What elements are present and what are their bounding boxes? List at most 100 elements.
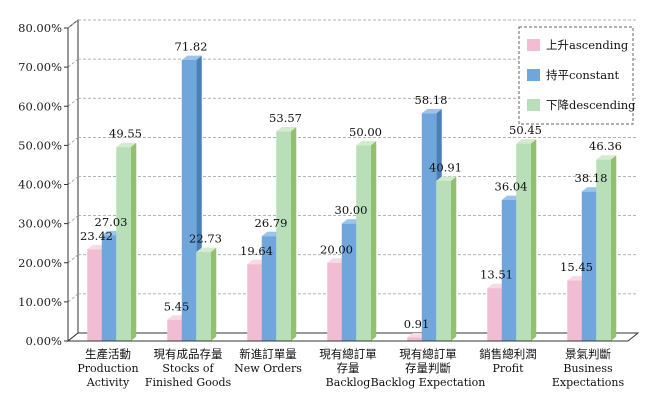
x-tick-label-en: Expectations [552, 376, 625, 389]
bar-front [181, 60, 197, 342]
x-tick-label-zh: 新進訂單量 [239, 347, 297, 361]
x-tick-label-en: Backlog [326, 376, 371, 389]
bar-top [516, 139, 537, 144]
legend-item: 持平constant [527, 68, 620, 82]
legend-item: 下降descending [527, 98, 636, 112]
bar-front [276, 131, 291, 341]
x-tick-label-zh: 現有成品存量 [154, 347, 223, 361]
bar-front [327, 262, 342, 341]
bar-value-label: 38.18 [575, 171, 608, 185]
legend-swatch [527, 99, 540, 111]
bar-value-label: 15.45 [560, 260, 593, 274]
bar-side [130, 142, 137, 341]
bar-value-label: 49.55 [109, 127, 142, 141]
bar-front [196, 252, 211, 341]
bar-value-label: 27.03 [95, 215, 128, 229]
x-tick-label-en: Stocks of [162, 362, 214, 375]
bar-top [356, 140, 377, 146]
bar [516, 139, 537, 341]
bar-front [116, 147, 131, 341]
bar-value-label: 58.18 [415, 93, 448, 107]
bar-value-label: 53.57 [269, 111, 302, 125]
x-tick-label-en: Finished Goods [145, 376, 232, 389]
bar [116, 142, 137, 341]
bar-front [581, 191, 597, 341]
gridline-diag [67, 19, 79, 29]
bar-value-label: 13.51 [480, 268, 513, 282]
bar-front [596, 159, 611, 341]
bar-top [196, 247, 217, 253]
bar-value-label: 50.00 [349, 125, 382, 139]
y-tick-label: 50.00% [18, 138, 62, 152]
bar-side [530, 139, 537, 341]
y-tick-label: 70.00% [18, 60, 62, 74]
x-tick-label-en: Business [563, 362, 613, 375]
bar-front [501, 199, 517, 341]
bar-value-label: 30.00 [335, 203, 368, 217]
bar-value-label: 22.73 [189, 232, 222, 246]
bar-front [356, 145, 371, 341]
gridline-diag [67, 215, 79, 224]
gridline-diag [67, 97, 79, 107]
legend-label: 下降descending [546, 98, 636, 112]
x-tick-label-en: Activity [86, 376, 130, 389]
bar-front [87, 249, 102, 341]
y-tick-label: 60.00% [18, 99, 62, 113]
bar-value-label: 19.64 [240, 244, 273, 258]
y-axis: 0.00% 10.00% 20.00% 30.00% 40.00% 50.00% 60.00… [18, 21, 69, 348]
x-tick-label-zh: 現有總訂單 [399, 347, 457, 361]
bar-top [276, 127, 297, 132]
gridline-diag [67, 254, 79, 264]
bar-front [167, 319, 182, 341]
y-tick-label: 80.00% [18, 21, 62, 35]
bar-side [610, 155, 617, 341]
legend-swatch [527, 69, 540, 81]
x-tick-label-zh: 生產活動 [85, 347, 131, 361]
bar-side [450, 176, 457, 341]
bar-value-label: 50.45 [509, 123, 542, 137]
gridline-diag [67, 176, 79, 185]
bar-side [290, 127, 297, 341]
x-tick-label-en: Production [77, 362, 138, 375]
bar-value-label: 20.00 [320, 242, 353, 256]
bar [356, 140, 377, 341]
x-tick-label-en: New Orders [234, 362, 302, 375]
bar-front [341, 223, 357, 341]
x-tick-label-zh: 銷售總利潤 [479, 347, 537, 361]
x-tick-label-zh: 現有總訂單 [319, 347, 377, 361]
bar-value-label: 40.91 [429, 161, 462, 175]
bar-value-label: 26.79 [255, 216, 288, 230]
legend-label: 持平constant [546, 68, 620, 82]
y-tick-label: 30.00% [18, 217, 62, 231]
legend-label: 上升ascending [546, 38, 629, 52]
bar-top [181, 55, 202, 61]
bar-top [596, 155, 617, 160]
bar-front [261, 236, 277, 341]
x-tick-label-en: Profit [492, 362, 524, 375]
bar-front [516, 143, 531, 341]
y-tick-label: 40.00% [18, 178, 62, 192]
bar-front [567, 280, 582, 341]
gridline-diag [67, 293, 79, 303]
bar-front [436, 180, 451, 341]
bar-value-label: 46.36 [589, 139, 622, 153]
legend: 上升ascending 持平constant 下降descending [518, 26, 636, 125]
bar-top [421, 108, 442, 114]
bar-value-label: 5.45 [164, 299, 190, 313]
bar-value-label: 71.82 [175, 40, 208, 54]
gridline-diag [67, 137, 79, 146]
bar-front [487, 288, 502, 341]
x-tick-label-zh: 景氣判斷 [565, 347, 611, 361]
gridline-diag [67, 58, 79, 68]
x-tick-label-zh: 存量判斷 [405, 361, 451, 375]
bar-top [436, 176, 457, 181]
bar-front [421, 113, 437, 341]
x-tick-label-en: Backlog Expectation [371, 376, 486, 389]
bar-value-label: 0.91 [404, 317, 430, 331]
bar-front [247, 264, 262, 341]
legend-swatch [527, 39, 540, 51]
y-tick-label: 20.00% [18, 256, 62, 270]
